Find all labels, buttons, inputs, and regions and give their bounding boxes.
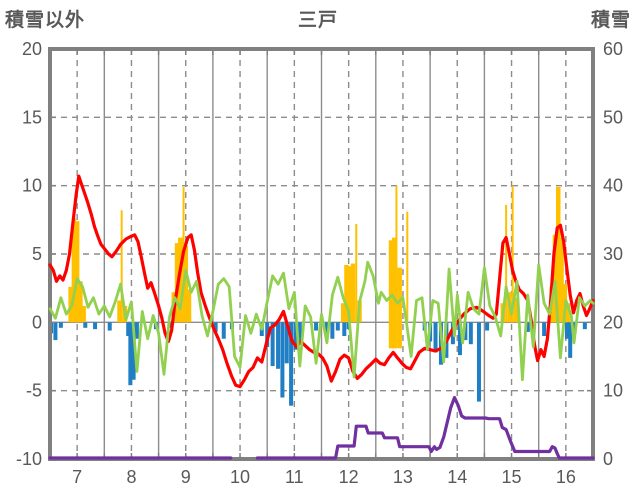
right-axis-tick-labels: 60 50 40 30 20 10 0 — [603, 39, 623, 469]
left-tick-label: 10 — [22, 176, 42, 196]
left-tick-label: -10 — [16, 449, 42, 469]
left-tick-label: 20 — [22, 39, 42, 59]
right-tick-label: 0 — [603, 449, 613, 469]
right-tick-label: 60 — [603, 39, 623, 59]
right-axis-title: 積雪 — [590, 10, 631, 31]
x-tick-label: 15 — [502, 467, 522, 487]
x-tick-label: 10 — [230, 467, 250, 487]
right-tick-label: 40 — [603, 176, 623, 196]
right-tick-label: 30 — [603, 244, 623, 264]
left-axis-title: 積雪以外 — [5, 10, 86, 31]
left-tick-label: 0 — [32, 312, 42, 332]
left-tick-label: -5 — [26, 381, 42, 401]
x-tick-label: 16 — [556, 467, 576, 487]
gridlines — [50, 49, 593, 459]
chart-title: 三戸 — [297, 10, 338, 31]
left-tick-label: 5 — [32, 244, 42, 264]
left-tick-label: 15 — [22, 107, 42, 127]
x-tick-label: 8 — [126, 467, 136, 487]
left-axis-tick-labels: 20 15 10 5 0 -5 -10 — [16, 39, 42, 469]
x-tick-label: 14 — [447, 467, 467, 487]
green-line-series — [48, 260, 595, 382]
purple-line-series — [48, 395, 595, 460]
right-tick-label: 50 — [603, 107, 623, 127]
x-tick-label: 13 — [393, 467, 413, 487]
x-tick-label: 7 — [72, 467, 82, 487]
x-tick-label: 12 — [339, 467, 359, 487]
x-axis-tick-labels: 7 8 9 10 11 12 13 14 15 16 — [72, 467, 576, 487]
x-tick-label: 9 — [181, 467, 191, 487]
right-tick-label: 10 — [603, 381, 623, 401]
right-tick-label: 20 — [603, 312, 623, 332]
x-tick-label: 11 — [285, 467, 304, 487]
